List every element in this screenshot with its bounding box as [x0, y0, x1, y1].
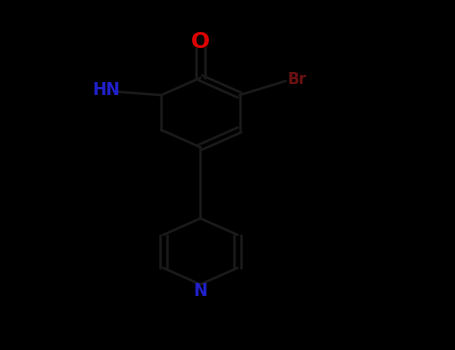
- Text: N: N: [193, 282, 207, 300]
- Text: Br: Br: [288, 72, 307, 87]
- Text: O: O: [191, 32, 210, 52]
- Text: HN: HN: [92, 81, 120, 99]
